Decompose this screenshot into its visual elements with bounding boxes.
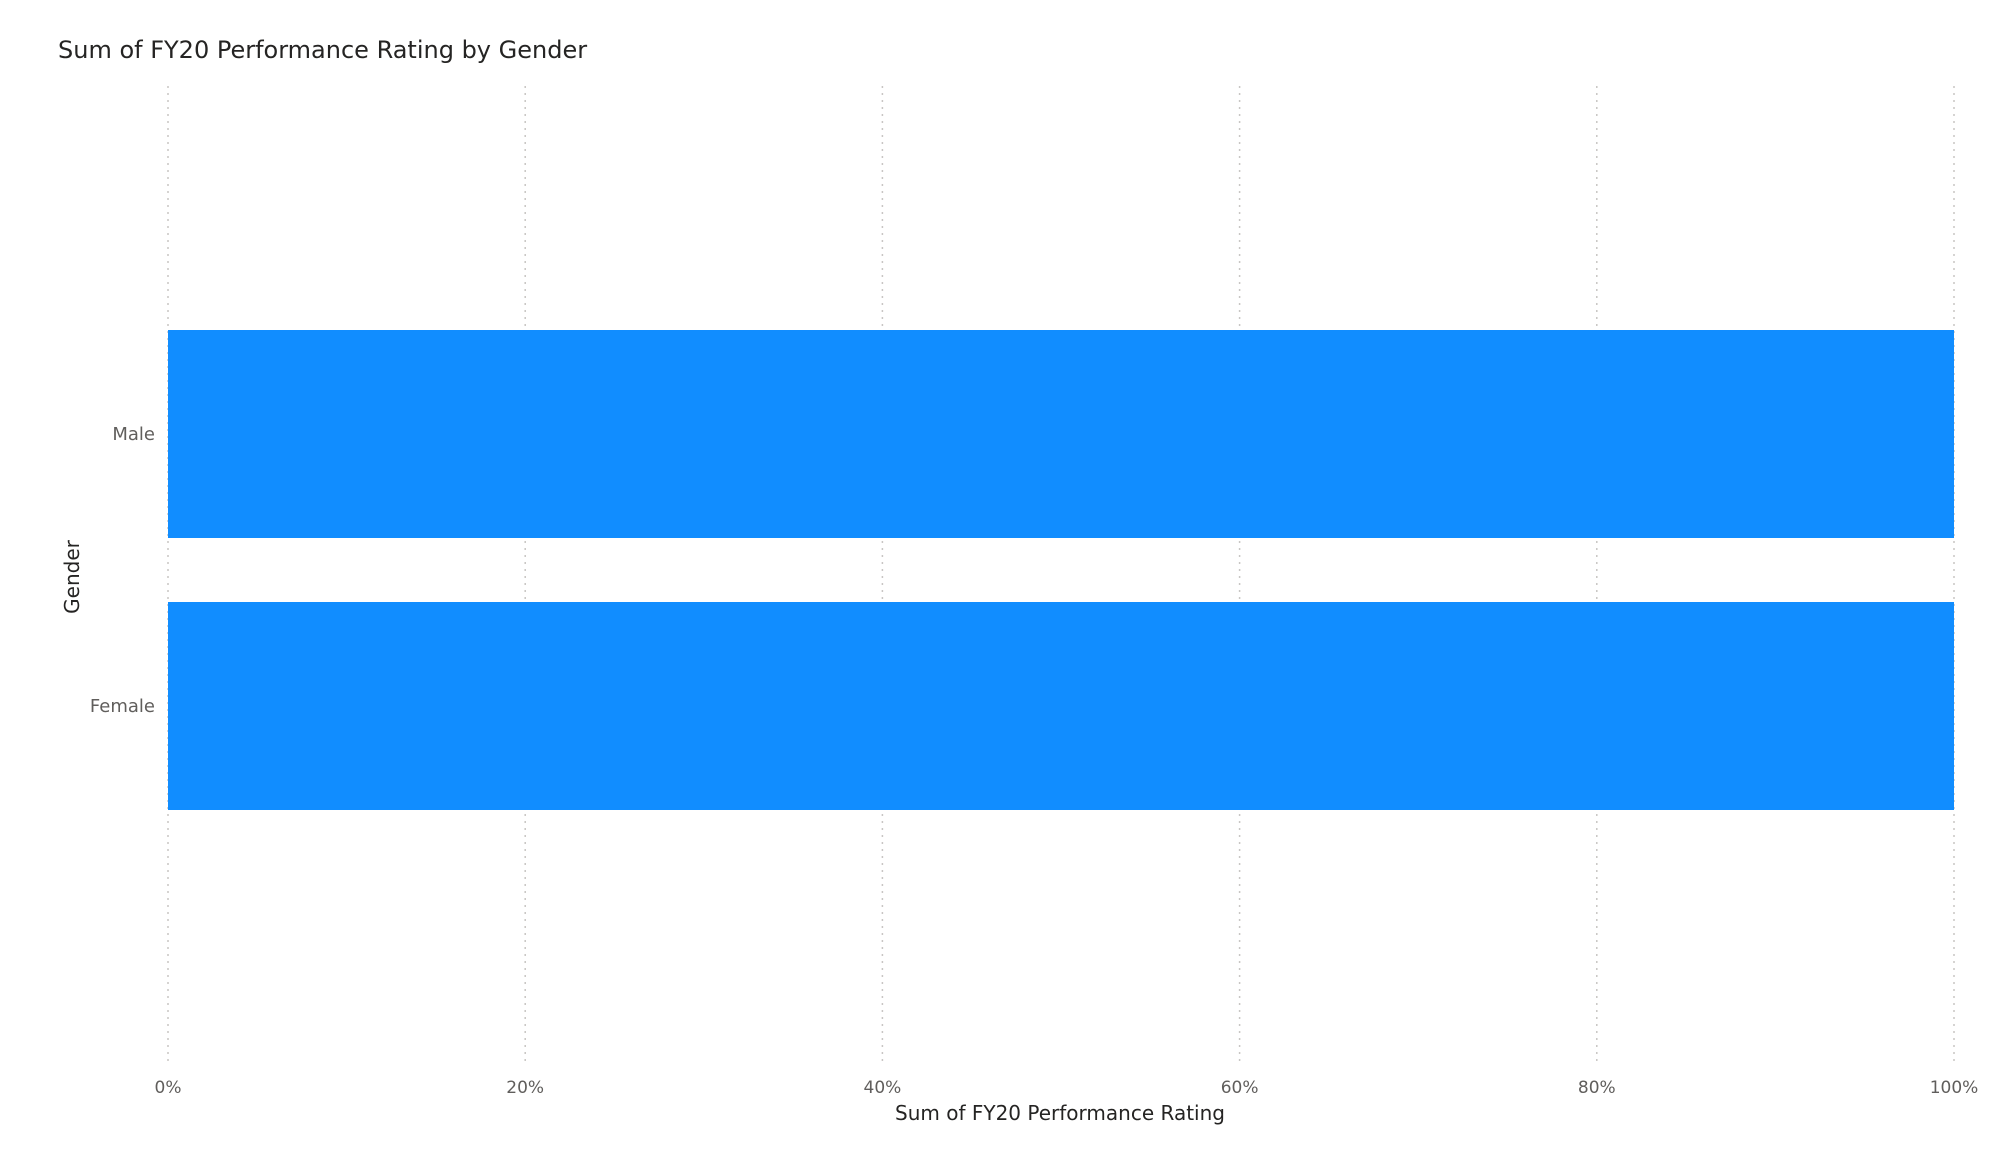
x-tick-label: 80%: [1578, 1078, 1616, 1098]
x-tick-label: 60%: [1221, 1078, 1259, 1098]
x-tick-label: 100%: [1930, 1078, 1979, 1098]
x-axis-ticks: 0% 20% 40% 60% 80% 100%: [155, 1078, 1979, 1098]
y-category-label: Female: [90, 696, 155, 717]
x-axis-title: Sum of FY20 Performance Rating: [895, 1101, 1225, 1125]
bars: [168, 330, 1954, 810]
bar-male[interactable]: [168, 330, 1954, 538]
gridlines: [167, 86, 1955, 1066]
x-tick-label: 20%: [506, 1078, 544, 1098]
x-tick-label: 40%: [864, 1078, 902, 1098]
x-tick-label: 0%: [155, 1078, 182, 1098]
bar-female[interactable]: [168, 602, 1954, 810]
y-axis-categories: Male Female: [90, 424, 155, 717]
y-axis-title: Gender: [60, 539, 84, 613]
y-category-label: Male: [112, 424, 155, 445]
chart-title: Sum of FY20 Performance Rating by Gender: [58, 36, 588, 64]
